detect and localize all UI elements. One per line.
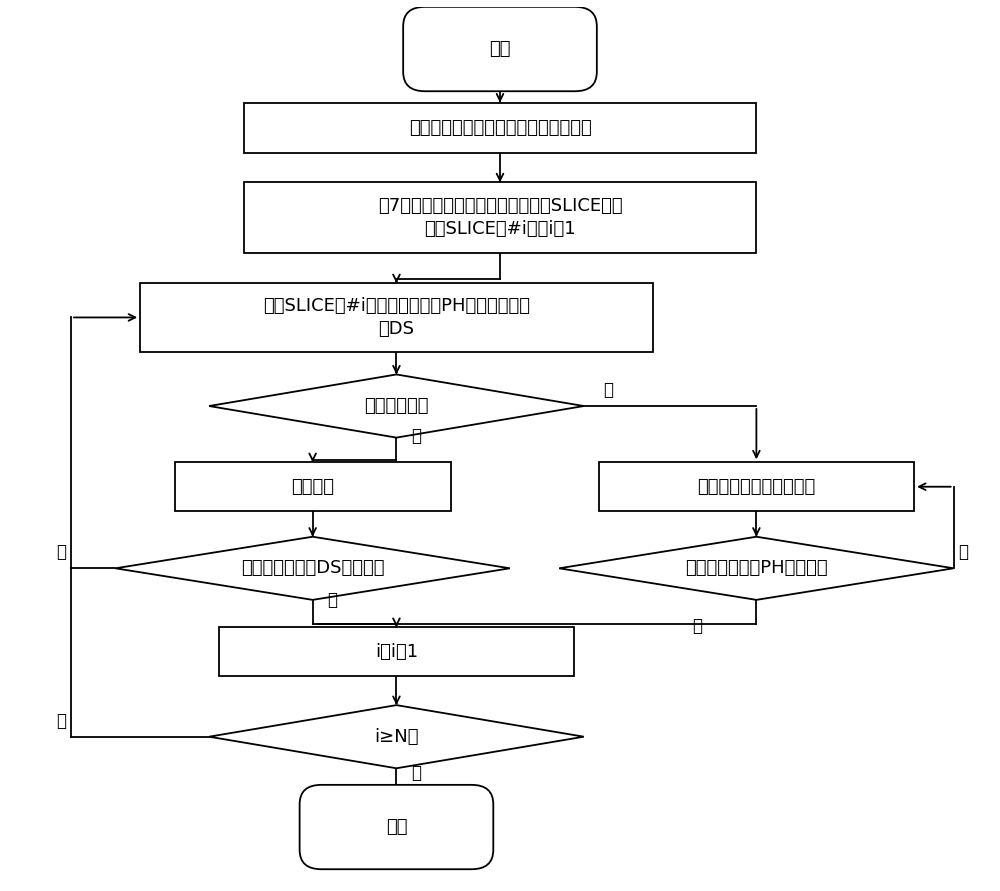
Bar (140, 283, 653, 352)
Text: 否: 否 (604, 381, 614, 399)
FancyBboxPatch shape (403, 7, 597, 91)
Text: 是: 是 (327, 591, 337, 609)
Text: 将7天规划时间划分为若干个时间片SLICE，初
始化SLICE（#i），i＝1: 将7天规划时间划分为若干个时间片SLICE，初 始化SLICE（#i），i＝1 (378, 197, 622, 238)
Text: 是否有冲突？: 是否有冲突？ (364, 397, 429, 415)
Text: 是: 是 (411, 764, 421, 782)
Text: 结束: 结束 (386, 818, 407, 836)
Bar (175, 462, 451, 511)
Text: i≥N？: i≥N？ (374, 728, 419, 746)
Text: 冲突消解: 冲突消解 (291, 478, 334, 495)
Text: 按用户优先原则分配资源: 按用户优先原则分配资源 (697, 478, 816, 495)
Polygon shape (209, 705, 584, 768)
Text: 是: 是 (411, 428, 421, 446)
Text: 开始SLICE（#i）：建立规划集PH和准空闲资源
集DS: 开始SLICE（#i）：建立规划集PH和准空闲资源 集DS (263, 297, 530, 339)
Text: 资源匹配完成（DS为空）？: 资源匹配完成（DS为空）？ (241, 560, 384, 577)
FancyBboxPatch shape (300, 785, 493, 870)
Bar (244, 102, 756, 153)
Polygon shape (115, 536, 510, 600)
Polygon shape (209, 374, 584, 437)
Text: 是: 是 (692, 617, 702, 635)
Bar (244, 183, 756, 252)
Text: 卫星匹配完成（PH为空）？: 卫星匹配完成（PH为空）？ (685, 560, 828, 577)
Text: 开始: 开始 (489, 40, 511, 58)
Text: 否: 否 (959, 544, 969, 561)
Polygon shape (559, 536, 954, 600)
Bar (219, 627, 574, 676)
Text: 按测站跟踪预报的时间对卫星进行排序: 按测站跟踪预报的时间对卫星进行排序 (409, 119, 591, 137)
Text: 否: 否 (56, 712, 66, 730)
Text: i＝i＋1: i＝i＋1 (375, 642, 418, 660)
Bar (599, 462, 914, 511)
Text: 否: 否 (56, 544, 66, 561)
